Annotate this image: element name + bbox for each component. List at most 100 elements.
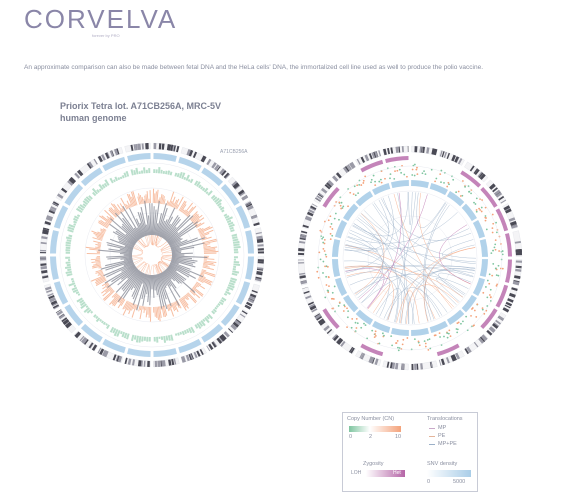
cn-point (492, 232, 494, 234)
cn-point (324, 243, 326, 245)
cn-low-bar (234, 249, 238, 251)
cn-low-bar (86, 305, 89, 308)
snv-density-band (245, 256, 254, 279)
cn-point (427, 339, 429, 341)
cn-point (496, 285, 498, 287)
cn-point (318, 277, 320, 279)
cn-point (375, 330, 377, 332)
cn-high-bar (153, 189, 154, 203)
cn-low-bar (154, 337, 156, 342)
cn-high-bar (101, 286, 111, 294)
cn-low-bar (207, 190, 212, 196)
cn-point (415, 169, 417, 171)
cn-point (396, 342, 398, 344)
cn-point (371, 179, 373, 181)
cn-low-bar (163, 171, 165, 174)
cn-point (414, 164, 416, 166)
cn-point (357, 322, 359, 324)
cn-point (458, 191, 460, 193)
cn-low-bar (190, 179, 194, 183)
cn-point (373, 175, 375, 177)
cn-low-bar (233, 266, 236, 268)
cn-point (443, 336, 445, 338)
cn-point (338, 201, 340, 203)
cn-point (357, 192, 359, 194)
cn-high-bar (97, 256, 100, 257)
cn-high-bar (93, 241, 101, 244)
cn-high-bar (95, 260, 100, 261)
cn-point (487, 280, 489, 282)
cn-point (496, 231, 498, 233)
legend-pe-label: PE (438, 433, 445, 439)
cn-point (391, 344, 393, 346)
cn-point (457, 329, 459, 331)
cn-point (393, 178, 395, 180)
cn-high-bar (149, 307, 150, 318)
figure-title-line1: Priorix Tetra lot. A71CB256A, MRC-5V (60, 100, 221, 112)
cn-point (324, 266, 326, 268)
cn-point (351, 318, 353, 320)
cn-point (464, 186, 466, 188)
cn-point (456, 331, 458, 333)
snv-density-band (335, 278, 347, 296)
cn-point (447, 182, 449, 184)
cn-high-bar (97, 252, 100, 253)
zygosity-band (385, 156, 408, 163)
cn-low-bar (146, 337, 148, 342)
cn-low-bar (73, 223, 76, 226)
cn-low-bar (143, 167, 146, 173)
guide-ring (343, 191, 477, 325)
cn-point (346, 326, 348, 328)
cn-high-bar (196, 283, 205, 290)
cn-point (412, 169, 414, 171)
snv-density-band (153, 153, 176, 162)
cn-point (334, 218, 336, 220)
snv-density-band (332, 259, 340, 277)
cn-point (403, 174, 405, 176)
cn-point (356, 327, 358, 329)
cn-low-bar (233, 241, 240, 244)
cn-point (322, 248, 324, 250)
cn-low-bar (165, 171, 168, 175)
cn-point (498, 265, 500, 267)
cn-point (490, 296, 492, 298)
cn-point (502, 268, 504, 270)
legend-snv-title: SNV density (427, 461, 457, 467)
cn-high-bar (203, 245, 207, 247)
cn-point (494, 246, 496, 248)
cn-point (406, 176, 408, 178)
inner-link (132, 257, 142, 263)
snv-density-band (50, 256, 59, 279)
cn-low-bar (179, 332, 182, 335)
cn-point (425, 346, 427, 348)
cn-point (431, 169, 433, 171)
translocation-link (438, 273, 471, 297)
cn-low-bar (144, 337, 146, 341)
cn-low-bar (78, 293, 81, 296)
translocation-link (374, 203, 476, 259)
cn-point (498, 250, 500, 252)
cn-point (356, 184, 358, 186)
cn-point (443, 182, 445, 184)
cn-high-bar (98, 267, 101, 269)
cn-point (486, 296, 488, 298)
left-circos-plot: A71CB256A (40, 143, 264, 367)
cn-point (355, 322, 357, 324)
cn-point (384, 178, 386, 180)
ideogram-segment (302, 287, 317, 313)
cn-low-bar (141, 170, 143, 173)
cn-point (328, 219, 330, 221)
cn-point (319, 230, 321, 232)
cn-low-bar (120, 176, 123, 179)
cn-point (414, 175, 416, 177)
snv-density-band (127, 348, 150, 357)
cytoband (40, 252, 46, 253)
cn-low-bar (234, 259, 236, 261)
cn-point (364, 175, 366, 177)
cn-low-bar (131, 335, 134, 341)
cn-point (481, 211, 483, 213)
cn-point (339, 302, 341, 304)
cn-high-bar (186, 206, 196, 217)
cn-point (462, 180, 464, 182)
cn-point (329, 215, 331, 217)
